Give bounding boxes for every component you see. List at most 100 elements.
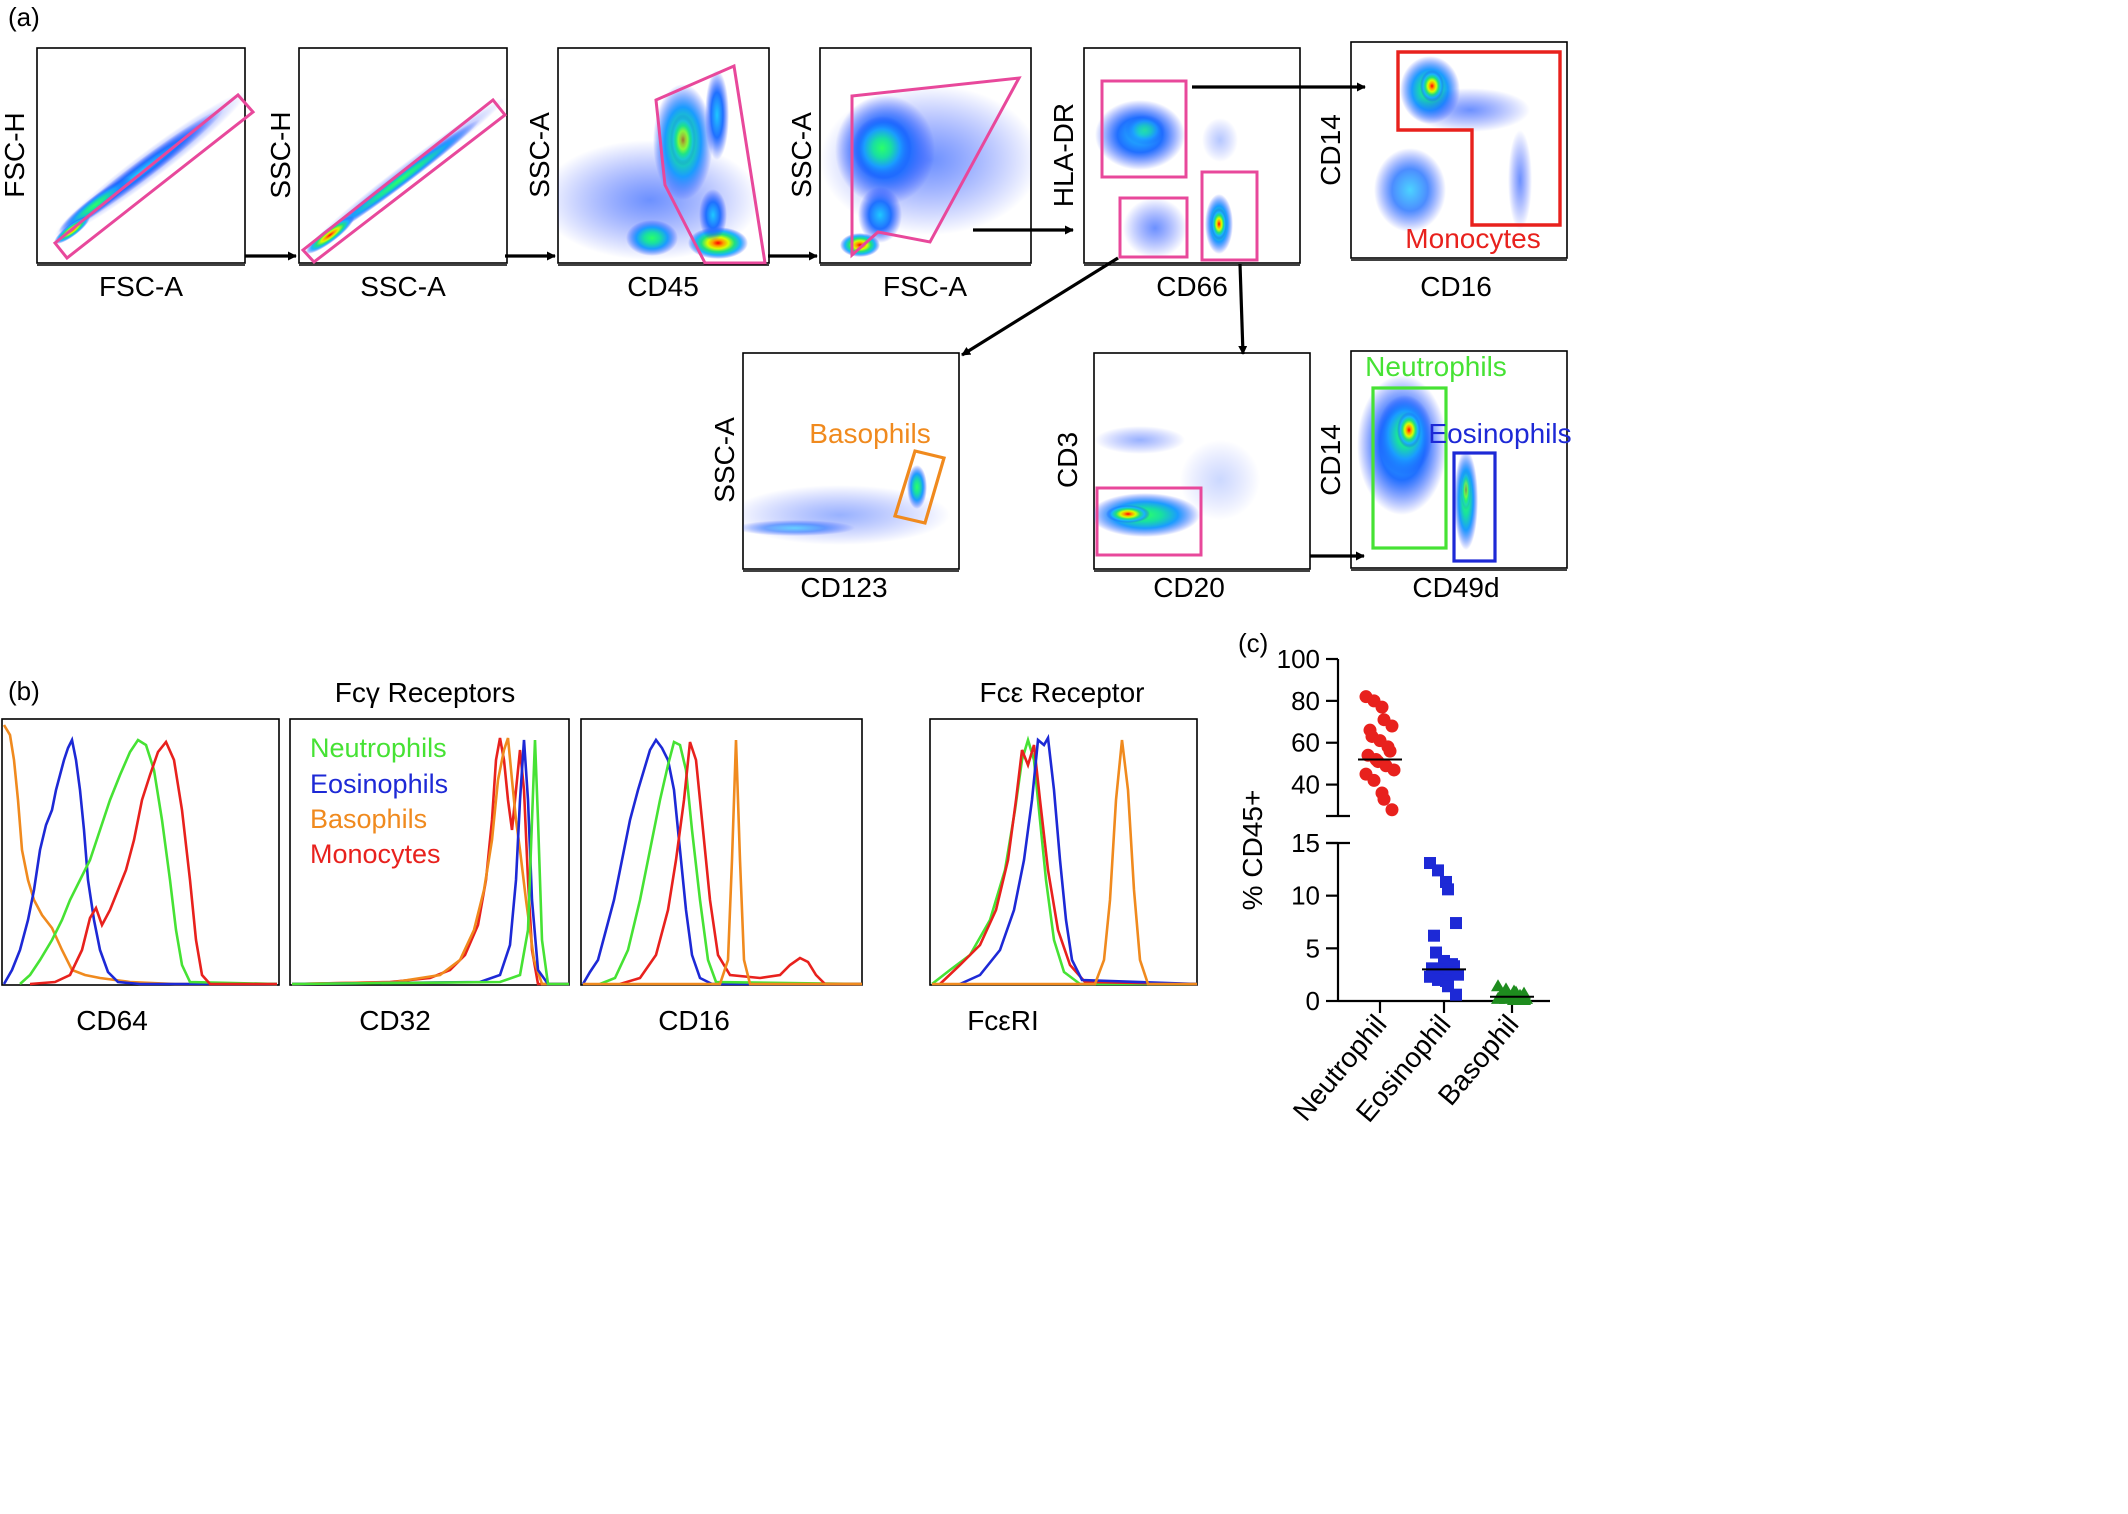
gate-cd3-cd20-negative: [1095, 486, 1203, 557]
data-point-neutrophil: [1375, 700, 1389, 714]
scatter-points: [1358, 690, 1534, 1005]
histogram-fceri: FcεRI: [929, 718, 1198, 1036]
cd32-xlabel: CD32: [359, 1005, 431, 1036]
plot-neutrophils-eosinophils: Neutrophils Eosinophils CD49d CD14: [1315, 350, 1572, 603]
cd32-eosinophils-curve: [291, 739, 569, 986]
histogram-cd32: Neutrophils Eosinophils Basophils Monocy…: [289, 718, 570, 1036]
legend-neutrophils: Neutrophils: [310, 733, 447, 763]
plot-granulocyte-density: [1357, 375, 1478, 550]
plot4-xlabel: FSC-A: [883, 271, 967, 302]
plot6-xlabel: CD16: [1420, 271, 1492, 302]
plot2-xlabel: SSC-A: [360, 271, 446, 302]
gate-singlets-fsc: [52, 92, 256, 261]
plot2-ylabel: SSC-H: [265, 111, 296, 198]
plot3-xlabel: CD45: [627, 271, 699, 302]
cd16-basophils-curve: [583, 739, 862, 986]
cd16-xlabel: CD16: [658, 1005, 730, 1036]
data-point-eosinophil: [1452, 968, 1464, 981]
data-point-neutrophil: [1383, 744, 1397, 758]
gate-label-eosinophils: Eosinophils: [1428, 418, 1571, 449]
arrow-5-7: [961, 256, 1119, 357]
fceri-xlabel: FcεRI: [967, 1005, 1039, 1036]
plot3-ylabel: SSC-A: [524, 112, 555, 198]
y-tick-label: 15: [1291, 828, 1320, 858]
plot-basophils-density: [743, 465, 950, 545]
plot-fsc-singlets: FSC-A FSC-H: [0, 47, 256, 302]
cd16-neutrophils-curve: [599, 740, 863, 986]
y-tick-label: 0: [1306, 986, 1320, 1016]
plot4-ylabel: SSC-A: [786, 112, 817, 198]
cd32-monocytes-curve: [291, 737, 569, 986]
data-point-eosinophil: [1432, 864, 1444, 877]
scatter-plot-cd45: % CD45+ 40 60 80 100 0 5 10 15 NeutrophilEosino…: [1237, 644, 1550, 1128]
plot6-ylabel: CD14: [1315, 114, 1346, 186]
gate-label-monocytes: Monocytes: [1405, 223, 1540, 254]
plot-monocytes: Monocytes CD16 CD14: [1315, 41, 1568, 302]
legend-eosinophils: Eosinophils: [310, 769, 448, 799]
fce-receptor-title: Fcε Receptor: [980, 677, 1145, 708]
fceri-monocytes-curve: [939, 744, 1198, 986]
panel-c-label: (c): [1238, 628, 1268, 658]
plot-cd45-gate: CD45 SSC-A: [524, 47, 770, 302]
cd16-monocytes-curve: [619, 741, 862, 986]
legend-basophils: Basophils: [310, 804, 427, 834]
data-point-eosinophil: [1442, 883, 1454, 896]
arrow-5-8: [1238, 263, 1248, 355]
data-point-basophil: [1491, 979, 1505, 992]
plot-monocytes-density: [1374, 56, 1532, 232]
plot-basophils: Basophils CD123 SSC-A: [709, 352, 960, 603]
cd64-xlabel: CD64: [76, 1005, 148, 1036]
plot1-xlabel: FSC-A: [99, 271, 183, 302]
gate-cd66-negative: [1118, 196, 1189, 259]
fceri-eosinophils-curve: [959, 733, 1198, 986]
panel-b-label: (b): [8, 676, 40, 706]
cd16-eosinophils-curve: [581, 737, 862, 986]
gate-granulocytes: [850, 76, 1022, 259]
data-point-basophil: [1517, 992, 1531, 1005]
legend-monocytes: Monocytes: [310, 839, 441, 869]
plot-scatter-density: [820, 85, 1031, 257]
gate-hladr-positive: [1100, 79, 1188, 179]
plot1-ylabel: FSC-H: [0, 112, 30, 198]
cd32-neutrophils-curve: [291, 739, 569, 986]
y-tick-label: 100: [1277, 644, 1320, 674]
gating-arrows: [245, 82, 1366, 561]
plot7-ylabel: SSC-A: [709, 417, 740, 503]
gate-neutrophils: [1371, 386, 1448, 550]
plot8-xlabel: CD20: [1153, 572, 1225, 603]
gate-leukocytes: [654, 63, 767, 265]
gate-eosinophils: [1452, 451, 1497, 563]
fceri-neutrophils-curve: [931, 735, 1197, 986]
histogram-cd16: CD16: [580, 718, 863, 1036]
fceri-basophils-curve: [932, 739, 1197, 986]
plot-cd45-density: [558, 70, 760, 260]
plot5-xlabel: CD66: [1156, 271, 1228, 302]
gate-label-neutrophils: Neutrophils: [1365, 351, 1507, 382]
y-tick-label: 40: [1291, 770, 1320, 800]
y-tick-label: 60: [1291, 728, 1320, 758]
cd64-eosinophils-curve: [2, 736, 277, 986]
data-point-eosinophil: [1450, 917, 1462, 930]
gate-basophils: [892, 449, 947, 525]
plot7-xlabel: CD123: [800, 572, 887, 603]
plot-ssc-singlets: SSC-A SSC-H: [265, 47, 508, 302]
plot9-xlabel: CD49d: [1412, 572, 1499, 603]
gate-label-basophils: Basophils: [809, 418, 930, 449]
plot-scatter-gate: FSC-A SSC-A: [786, 47, 1032, 302]
data-point-neutrophil: [1377, 792, 1391, 806]
gate-cd66-positive: [1200, 170, 1259, 262]
cd64-neutrophils-curve: [19, 738, 278, 986]
plot-ssc-density: [305, 97, 506, 254]
scatter-ylabel: % CD45+: [1237, 790, 1268, 911]
panel-a-label: (a): [8, 2, 40, 32]
plot9-ylabel: CD14: [1315, 424, 1346, 496]
y-tick-label: 10: [1291, 881, 1320, 911]
histogram-cd64: CD64: [1, 718, 280, 1036]
data-point-neutrophil: [1385, 803, 1399, 817]
gate-singlets-ssc: [300, 97, 508, 265]
gate-monocytes: [1396, 50, 1562, 227]
plot8-ylabel: CD3: [1052, 432, 1083, 488]
data-point-neutrophil: [1387, 763, 1401, 777]
data-point-eosinophil: [1428, 929, 1440, 942]
